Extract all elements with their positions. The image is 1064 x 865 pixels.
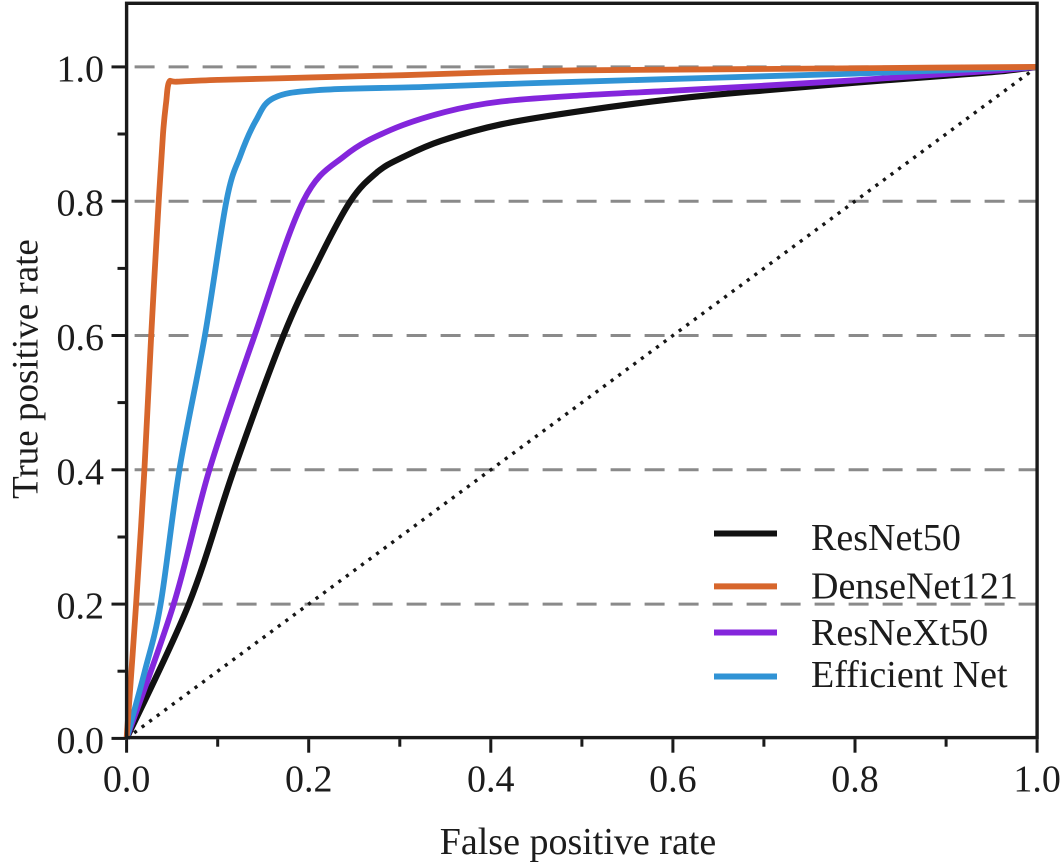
svg-text:0.4: 0.4 (467, 759, 515, 801)
svg-text:1.0: 1.0 (57, 48, 105, 90)
svg-text:Efficient Net: Efficient Net (811, 654, 1008, 696)
svg-text:0.8: 0.8 (831, 759, 879, 801)
svg-text:False positive rate: False positive rate (440, 821, 716, 863)
svg-text:0.0: 0.0 (103, 759, 151, 801)
svg-text:0.6: 0.6 (649, 759, 697, 801)
svg-text:0.0: 0.0 (57, 720, 105, 762)
svg-text:0.8: 0.8 (57, 183, 105, 225)
svg-text:0.6: 0.6 (57, 317, 105, 359)
svg-text:1.0: 1.0 (1013, 759, 1061, 801)
svg-text:DenseNet121: DenseNet121 (811, 566, 1018, 608)
svg-text:ResNeXt50: ResNeXt50 (811, 612, 988, 654)
svg-text:0.2: 0.2 (57, 586, 105, 628)
svg-text:0.2: 0.2 (285, 759, 333, 801)
svg-text:ResNet50: ResNet50 (811, 517, 961, 559)
svg-text:True positive rate: True positive rate (6, 239, 47, 499)
svg-text:0.4: 0.4 (57, 451, 105, 493)
